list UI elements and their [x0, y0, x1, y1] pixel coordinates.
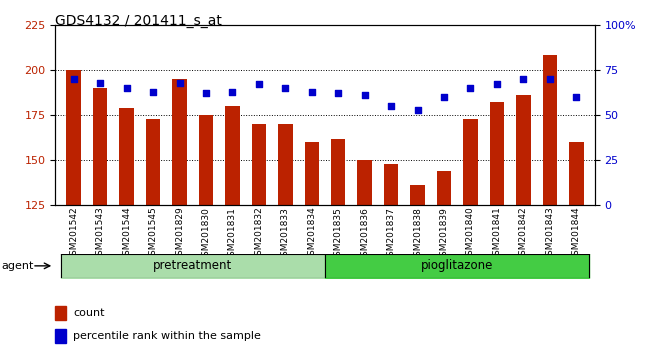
Bar	[93, 88, 107, 205]
Point	[412, 107, 423, 113]
Point	[386, 103, 396, 109]
Text: count: count	[73, 308, 105, 318]
Bar	[331, 138, 346, 205]
Text: pretreatment: pretreatment	[153, 259, 233, 272]
Text: agent: agent	[1, 261, 34, 271]
Bar	[358, 160, 372, 205]
Bar	[120, 108, 134, 205]
Bar	[437, 171, 451, 205]
Bar	[569, 142, 584, 205]
Bar	[489, 102, 504, 205]
Point	[254, 81, 264, 87]
Text: pioglitazone: pioglitazone	[421, 259, 493, 272]
Point	[68, 76, 79, 82]
Bar	[516, 95, 530, 205]
Bar	[55, 306, 66, 320]
Point	[571, 94, 582, 100]
Text: percentile rank within the sample: percentile rank within the sample	[73, 331, 261, 341]
Bar	[304, 142, 319, 205]
Bar	[463, 119, 478, 205]
Point	[518, 76, 528, 82]
Bar	[410, 185, 425, 205]
Point	[333, 91, 343, 96]
Point	[201, 91, 211, 96]
Point	[227, 89, 238, 95]
Point	[439, 94, 449, 100]
Point	[545, 76, 555, 82]
Point	[95, 80, 105, 85]
Bar	[199, 115, 213, 205]
Bar	[55, 329, 66, 343]
Bar	[66, 70, 81, 205]
Bar	[252, 124, 266, 205]
Point	[280, 85, 291, 91]
Bar	[172, 79, 187, 205]
Point	[148, 89, 159, 95]
Bar	[384, 164, 398, 205]
Point	[307, 89, 317, 95]
Point	[359, 92, 370, 98]
Point	[491, 81, 502, 87]
Bar	[225, 106, 240, 205]
Point	[174, 80, 185, 85]
Bar	[543, 56, 557, 205]
Bar	[278, 124, 292, 205]
Point	[122, 85, 132, 91]
Bar	[146, 119, 161, 205]
Text: GDS4132 / 201411_s_at: GDS4132 / 201411_s_at	[55, 14, 222, 28]
Point	[465, 85, 476, 91]
